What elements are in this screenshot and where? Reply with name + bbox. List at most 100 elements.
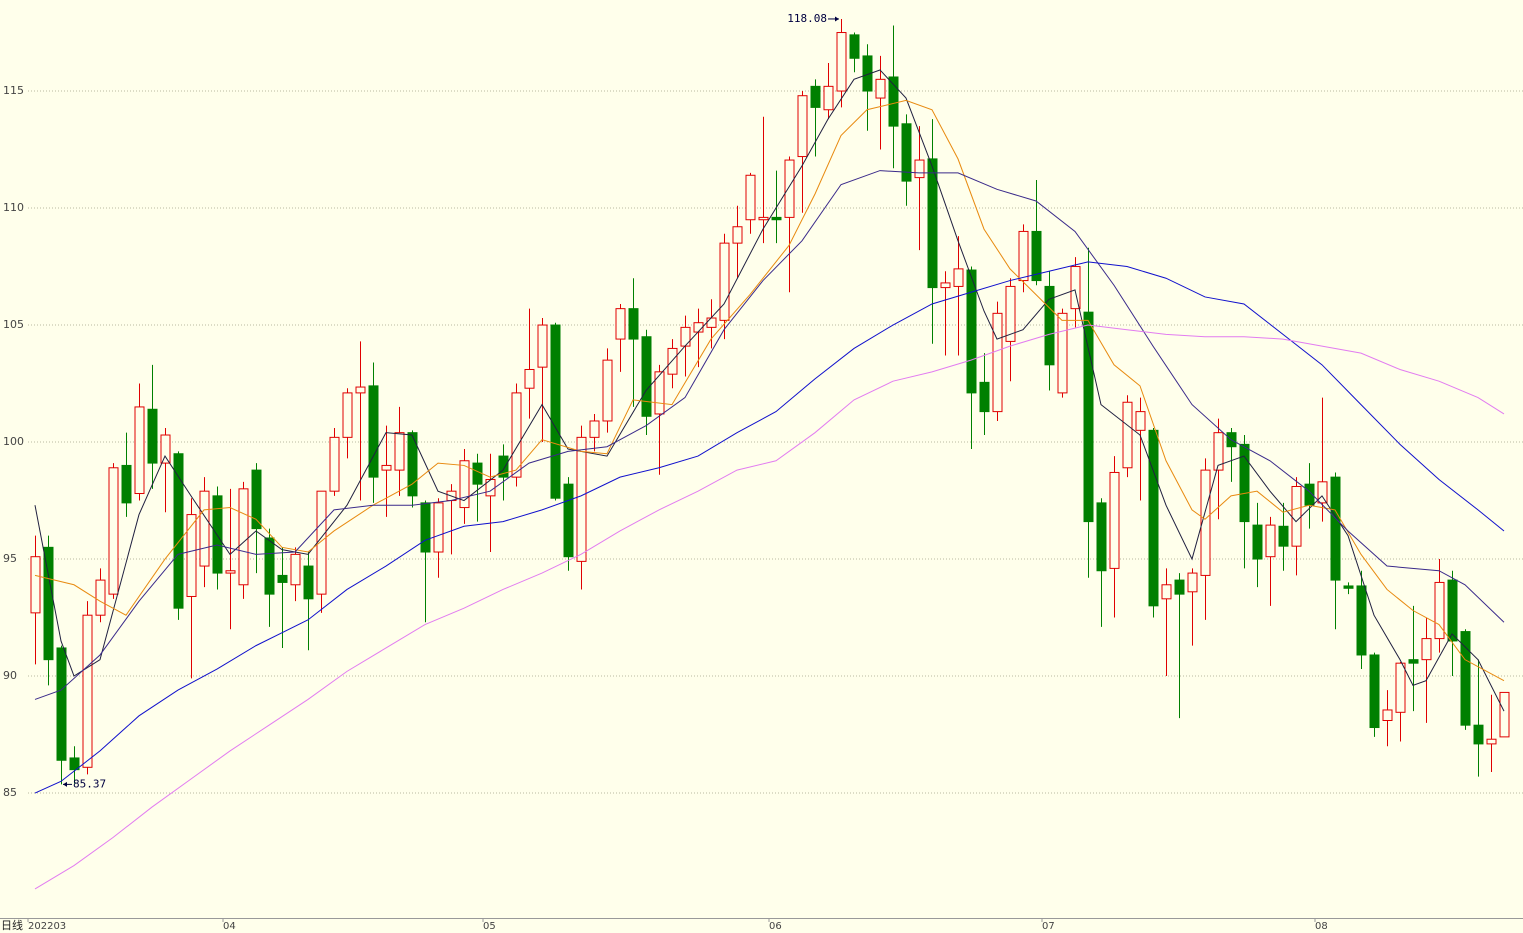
candle-body <box>706 317 717 328</box>
x-tick-label: 08 <box>1315 921 1328 932</box>
candle-body <box>823 85 834 111</box>
candle-body <box>862 55 873 92</box>
candle-body <box>524 368 535 389</box>
candle-body <box>745 174 756 221</box>
candle-body <box>1083 311 1094 523</box>
candle-body <box>394 432 405 471</box>
candle-body <box>979 381 990 413</box>
candle-body <box>108 467 119 595</box>
candle-body <box>342 392 353 438</box>
candle-body <box>1070 266 1081 310</box>
max-arrowhead <box>835 16 839 22</box>
candle-body <box>43 546 54 661</box>
candle-body <box>732 226 743 244</box>
candle-body <box>1252 524 1263 560</box>
candle-body <box>225 570 236 574</box>
candle-body <box>407 432 418 497</box>
candle-body <box>1291 485 1302 547</box>
candle-body <box>615 308 626 340</box>
candle-body <box>69 757 80 771</box>
y-tick-label: 115 <box>3 84 24 97</box>
candle-body <box>966 269 977 394</box>
y-tick-label: 95 <box>3 552 17 565</box>
min-label: 85.37 <box>73 777 106 790</box>
candle-body <box>251 469 262 530</box>
y-tick-label: 100 <box>3 435 24 448</box>
candle-body <box>1395 662 1406 713</box>
candle-body <box>329 436 340 492</box>
candle-body <box>1343 585 1354 589</box>
candle-body <box>1434 581 1445 640</box>
candle-body <box>277 574 288 583</box>
candle-body <box>1369 654 1380 729</box>
candle-body <box>1278 525 1289 547</box>
candle-body <box>1135 411 1146 431</box>
candle-body <box>940 282 951 289</box>
candle-body <box>368 385 379 478</box>
candle-body <box>758 216 769 221</box>
candle-body <box>1499 691 1510 738</box>
candle-body <box>1174 579 1185 595</box>
candle-body <box>121 464 132 504</box>
candle-body <box>576 436 587 562</box>
candle-body <box>511 392 522 478</box>
candle-body <box>1460 631 1471 726</box>
ma-line <box>34 69 1505 712</box>
candle-body <box>901 123 912 182</box>
candle-body <box>1200 469 1211 576</box>
candle-body <box>1044 285 1055 366</box>
candle-body <box>771 216 782 221</box>
candle-body <box>1421 638 1432 661</box>
ma-line <box>34 261 1505 794</box>
candle-body <box>1330 476 1341 581</box>
candle-body <box>264 537 275 595</box>
y-tick-label: 105 <box>3 318 24 331</box>
y-tick-label: 85 <box>3 786 17 799</box>
candle-body <box>173 453 184 609</box>
x-tick-label: 07 <box>1042 921 1055 932</box>
candle-body <box>654 371 665 415</box>
candle-body <box>589 420 600 438</box>
candle-body <box>875 78 886 99</box>
candle-body <box>381 464 392 471</box>
candle-body <box>199 490 210 567</box>
candle-body <box>719 242 730 321</box>
candle-body <box>147 408 158 464</box>
candle-body <box>1239 443 1250 523</box>
candle-body <box>82 614 93 768</box>
y-tick-label: 110 <box>3 201 24 214</box>
candle-body <box>1317 481 1328 504</box>
y-tick-label: 90 <box>3 669 17 682</box>
min-arrowhead <box>63 781 67 787</box>
candle-body <box>888 76 899 127</box>
candle-body <box>1382 709 1393 722</box>
candle-body <box>160 434 171 464</box>
candle-body <box>914 159 925 179</box>
candle-body <box>641 336 652 417</box>
candle-body <box>459 460 470 509</box>
candle-body <box>1213 432 1224 471</box>
candle-body <box>95 579 106 616</box>
candle-body <box>1096 502 1107 572</box>
candle-body <box>303 565 314 600</box>
candle-body <box>953 268 964 287</box>
candle-body <box>212 495 223 574</box>
candle-body <box>1057 312 1068 394</box>
candle-body <box>628 308 639 340</box>
ma-line <box>34 99 1505 682</box>
candle-body <box>537 324 548 368</box>
candle-body <box>186 514 197 597</box>
candle-body <box>550 324 561 499</box>
candle-body <box>1473 724 1484 745</box>
candle-body <box>849 34 860 59</box>
x-tick-label: 06 <box>769 921 782 932</box>
candle-body <box>420 502 431 553</box>
candle-body <box>1122 401 1133 469</box>
candle-body <box>316 490 327 595</box>
candle-body <box>290 553 301 586</box>
candle-body <box>563 483 574 558</box>
candle-body <box>992 312 1003 413</box>
candle-body <box>1265 524 1276 558</box>
